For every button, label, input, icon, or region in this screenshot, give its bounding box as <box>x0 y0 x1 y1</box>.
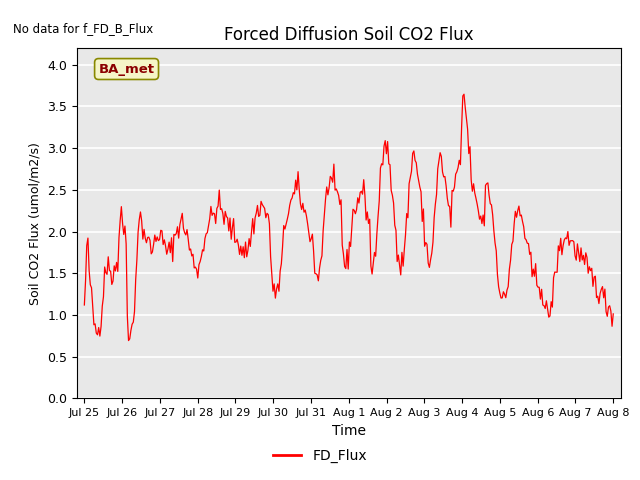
Legend: FD_Flux: FD_Flux <box>268 443 372 468</box>
Text: BA_met: BA_met <box>99 62 155 75</box>
X-axis label: Time: Time <box>332 424 366 438</box>
Text: No data for f_FD_B_Flux: No data for f_FD_B_Flux <box>13 22 153 35</box>
Y-axis label: Soil CO2 Flux (umol/m2/s): Soil CO2 Flux (umol/m2/s) <box>29 142 42 305</box>
Title: Forced Diffusion Soil CO2 Flux: Forced Diffusion Soil CO2 Flux <box>224 25 474 44</box>
